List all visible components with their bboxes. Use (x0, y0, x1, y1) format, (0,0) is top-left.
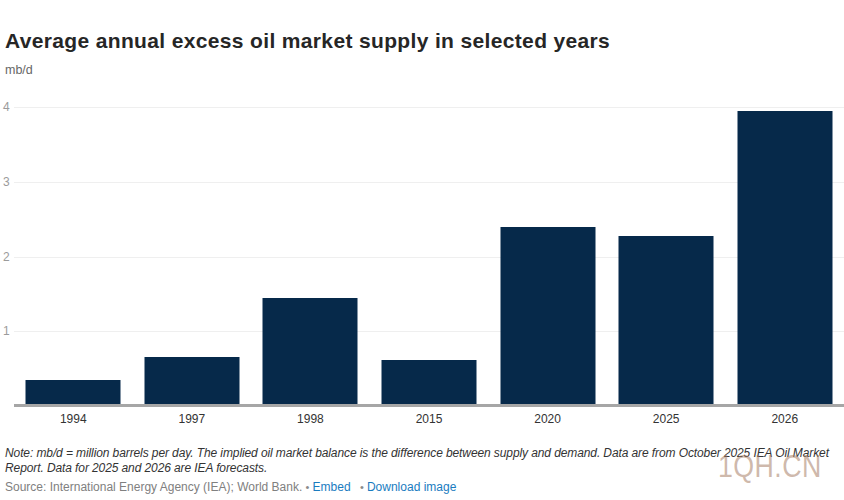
bar-slot-1997 (133, 107, 252, 406)
y-tick-label-1: 1 (3, 324, 10, 338)
x-tick-label-2015: 2015 (370, 412, 489, 426)
bar-slot-2020 (488, 107, 607, 406)
bullet-separator-2: • (354, 481, 367, 493)
y-axis-unit-label: mb/d (5, 63, 33, 77)
bar-1998[interactable] (263, 298, 358, 406)
x-tick-label-1998: 1998 (251, 412, 370, 426)
y-tick-label-2: 2 (3, 250, 10, 264)
embed-link[interactable]: Embed (313, 480, 351, 494)
bar-slot-2025 (607, 107, 726, 406)
source-text: Source: International Energy Agency (IEA… (5, 480, 302, 494)
bar-slot-1998 (251, 107, 370, 406)
chart-page: Average annual excess oil market supply … (0, 0, 844, 500)
plot-area (14, 107, 844, 406)
bar-1994[interactable] (26, 380, 121, 406)
x-tick-label-1997: 1997 (133, 412, 252, 426)
chart-title: Average annual excess oil market supply … (5, 29, 610, 53)
source-line: Source: International Energy Agency (IEA… (5, 480, 456, 494)
watermark: 1QH.CN (718, 448, 822, 485)
bars-container (14, 107, 844, 406)
bar-2015[interactable] (382, 360, 477, 406)
x-tick-label-2020: 2020 (488, 412, 607, 426)
y-tick-label-3: 3 (3, 175, 10, 189)
bar-2025[interactable] (619, 236, 714, 406)
bar-2020[interactable] (500, 227, 595, 406)
bar-slot-2015 (370, 107, 489, 406)
bar-2026[interactable] (737, 111, 832, 406)
bullet-separator: • (306, 481, 313, 493)
x-tick-label-2025: 2025 (607, 412, 726, 426)
bar-1997[interactable] (144, 357, 239, 406)
x-axis-line (14, 404, 844, 407)
bar-slot-2026 (725, 107, 844, 406)
x-axis-labels: 1994199719982015202020252026 (14, 412, 844, 426)
download-image-link[interactable]: Download image (367, 480, 456, 494)
bar-slot-1994 (14, 107, 133, 406)
y-tick-label-4: 4 (3, 100, 10, 114)
x-tick-label-1994: 1994 (14, 412, 133, 426)
x-tick-label-2026: 2026 (725, 412, 844, 426)
